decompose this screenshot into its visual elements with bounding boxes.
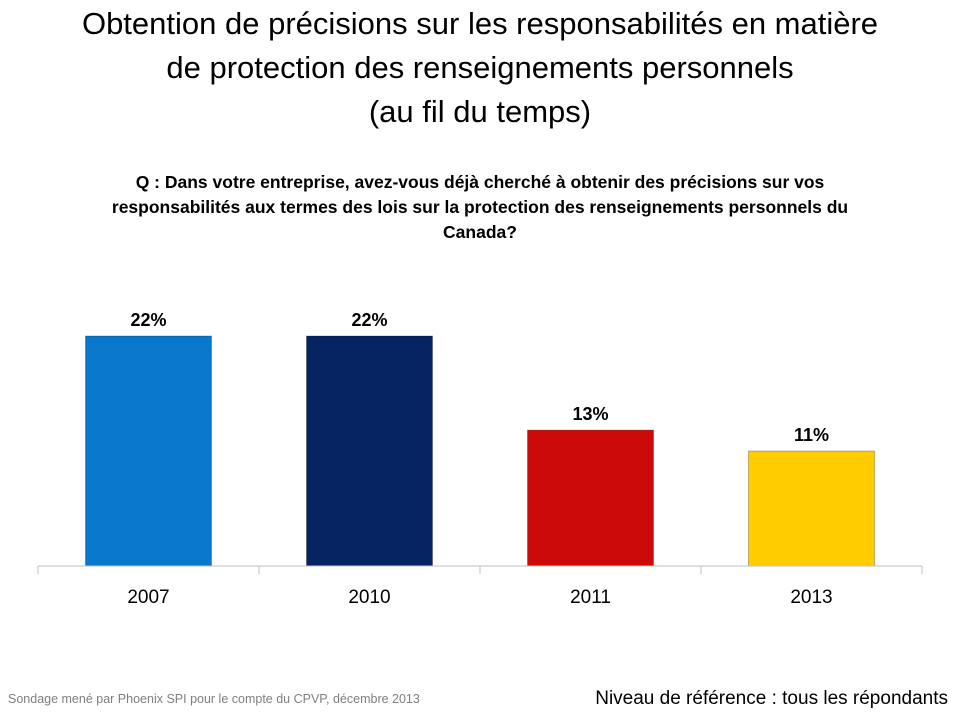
chart-title: Obtention de précisions sur les responsa…: [0, 2, 960, 134]
title-line: (au fil du temps): [368, 94, 592, 129]
bar-2007: [85, 335, 212, 567]
bar-2010: [306, 335, 433, 567]
question-line: responsabilités aux termes des lois sur …: [111, 197, 849, 217]
bar-chart: 22% 22% 13% 11% 2007 2010 2011 2013: [37, 310, 923, 608]
x-tick-label: 2010: [348, 587, 390, 608]
x-tick-label: 2011: [570, 587, 611, 608]
data-label: 13%: [572, 404, 608, 424]
data-label: 22%: [351, 310, 387, 330]
base-note: Niveau de référence : tous les répondant…: [595, 688, 948, 709]
title-line: Obtention de précisions sur les responsa…: [81, 6, 879, 41]
question-line: Q : Dans votre entreprise, avez-vous déj…: [135, 172, 825, 192]
survey-question: Q : Dans votre entreprise, avez-vous déj…: [40, 170, 920, 245]
x-tick-label: 2007: [127, 587, 169, 608]
x-tick-label: 2013: [790, 587, 832, 608]
bar-2011: [527, 429, 654, 567]
data-label: 11%: [794, 425, 829, 445]
data-label: 22%: [130, 310, 166, 330]
source-note: Sondage mené par Phoenix SPI pour le com…: [8, 692, 420, 706]
title-line: de protection des renseignements personn…: [166, 50, 794, 85]
question-line: Canada?: [443, 222, 517, 242]
bar-2013: [748, 450, 875, 567]
